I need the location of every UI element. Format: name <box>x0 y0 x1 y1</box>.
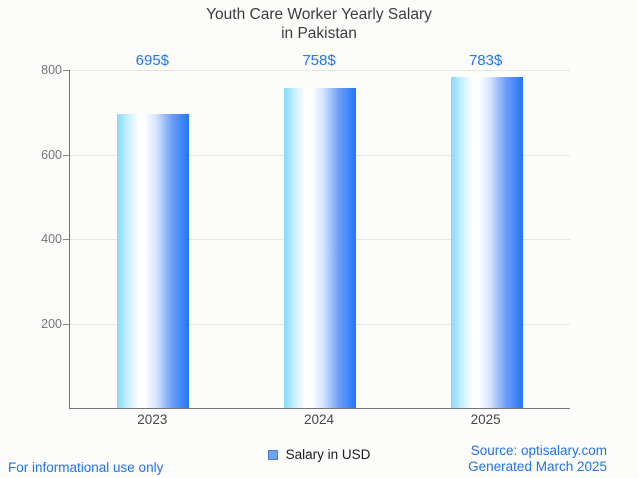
y-tick-label-200: 200 <box>41 316 62 331</box>
footer-disclaimer: For informational use only <box>8 460 164 475</box>
x-tick-label-2025: 2025 <box>470 412 501 427</box>
value-label-2023: 695$ <box>135 52 170 69</box>
chart-legend: Salary in USD <box>0 447 638 462</box>
x-tick-label-2023: 2023 <box>137 412 168 427</box>
gridline-800 <box>70 70 570 71</box>
y-tick-label-400: 400 <box>41 232 62 246</box>
chart-title: Youth Care Worker Yearly Salary in Pakis… <box>0 5 638 43</box>
footer-source: Source: optisalary.com Generated March 2… <box>468 443 607 475</box>
x-tick-label-2024: 2024 <box>303 412 335 427</box>
bar-2023 <box>117 114 190 408</box>
bar-2025 <box>450 77 523 408</box>
legend-label: Salary in USD <box>285 447 371 462</box>
footer-source-line[interactable]: Source: optisalary.com <box>470 443 607 458</box>
y-axis-tick <box>63 154 69 156</box>
y-tick-label-800: 800 <box>41 63 62 77</box>
chart-title-line2: in Pakistan <box>281 25 357 42</box>
legend-marker-square <box>267 449 278 460</box>
bar-2024 <box>284 87 356 408</box>
chart-title-line1: Youth Care Worker Yearly Salary <box>206 6 432 23</box>
value-label-2024: 758$ <box>302 52 336 69</box>
footer-generated-line: Generated March 2025 <box>468 459 607 474</box>
y-axis-tick <box>63 70 69 71</box>
y-axis-tick <box>63 239 69 240</box>
y-tick-label-600: 600 <box>41 147 62 162</box>
value-label-2025: 783$ <box>468 52 503 69</box>
plot-area <box>69 70 570 409</box>
y-axis-tick <box>63 323 69 325</box>
